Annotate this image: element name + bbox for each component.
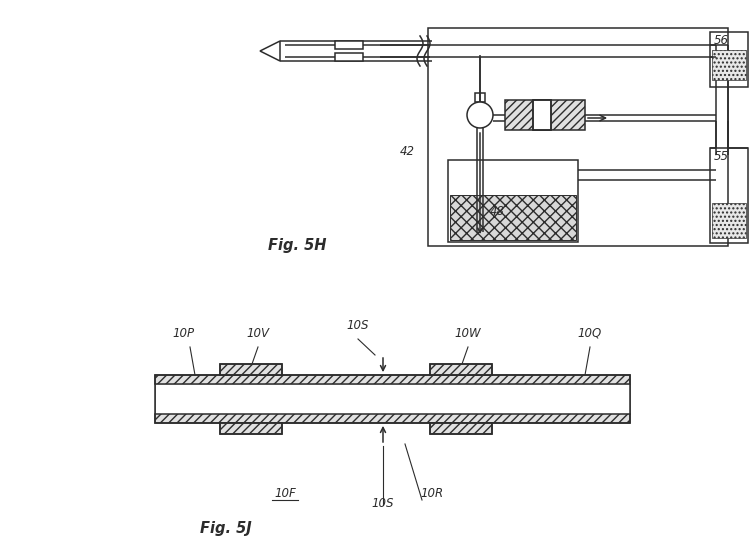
Text: Fig. 5H: Fig. 5H [268,238,326,253]
Bar [428,28,728,246]
Text: 10S: 10S [372,497,394,510]
Circle shape [467,102,493,128]
Text: 10R: 10R [420,487,443,500]
Bar [533,100,551,130]
Bar [220,364,282,375]
Bar [430,423,492,434]
Bar [712,203,746,238]
Text: 10Q: 10Q [578,327,602,340]
Text: 10F: 10F [274,487,296,500]
Bar [430,364,492,375]
Bar [710,148,748,243]
Bar [448,160,578,242]
Bar [220,423,282,434]
Text: 10S: 10S [346,319,369,332]
Bar [505,100,585,130]
Bar [220,423,282,434]
Bar [430,364,492,375]
Bar [220,364,282,375]
Text: 10W: 10W [454,327,482,340]
Text: 10P: 10P [172,327,194,340]
Bar [335,41,363,49]
Bar [710,32,748,87]
Bar [450,195,576,240]
Text: 48: 48 [490,205,505,218]
Bar [533,100,551,130]
Bar [475,93,485,102]
Bar [155,375,630,384]
Bar [155,414,630,423]
Text: 10V: 10V [247,327,269,340]
Bar [712,50,746,80]
Bar [430,423,492,434]
Bar [155,375,630,423]
Bar [335,53,363,61]
Text: 56: 56 [714,34,729,47]
Text: 42: 42 [400,145,415,158]
Text: 55: 55 [714,150,729,163]
Bar [155,384,630,414]
Polygon shape [260,41,280,61]
Text: Fig. 5J: Fig. 5J [200,521,252,536]
